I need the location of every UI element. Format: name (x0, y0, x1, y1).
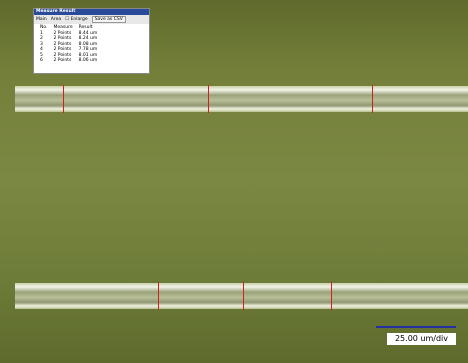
measure-line (63, 85, 64, 113)
checkbox[interactable]: ☐ Enlarge (65, 17, 88, 22)
measure-line (372, 85, 373, 113)
trace (15, 283, 468, 309)
scale-label: 25.00 um/div (387, 333, 456, 345)
save-button[interactable]: Save as CSV (92, 16, 126, 23)
measure-line (158, 282, 159, 310)
measure-line (243, 282, 244, 310)
column-header: Measure (50, 25, 75, 31)
table-cell: 7.78 um (76, 47, 101, 53)
table-cell: 6 (37, 58, 50, 64)
measure-line (208, 85, 209, 113)
trace (15, 86, 468, 112)
menu-item[interactable]: Main (36, 17, 47, 22)
table-cell: 8.06 um (76, 58, 101, 64)
screen: Measure Result Main Area ☐ Enlarge Save … (0, 0, 468, 363)
result-window: Measure Result Main Area ☐ Enlarge Save … (33, 8, 150, 74)
menu-item[interactable]: Area (51, 17, 61, 22)
measure-line (331, 282, 332, 310)
table-cell: 2 Points (50, 58, 75, 64)
toolbar: Main Area ☐ Enlarge Save as CSV (34, 15, 149, 24)
scale-bar (376, 326, 456, 328)
checkbox-label: Enlarge (71, 17, 88, 22)
table-cell: 8.24 um (76, 36, 101, 42)
